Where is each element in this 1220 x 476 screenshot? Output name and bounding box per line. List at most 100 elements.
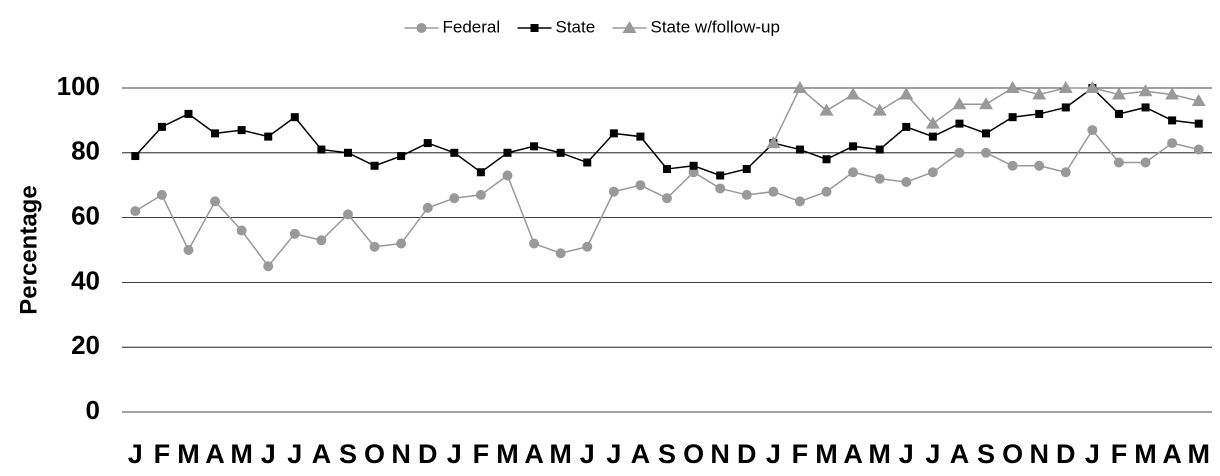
x-tick-label: F <box>473 439 490 469</box>
data-point <box>1085 81 1100 93</box>
data-point <box>263 261 274 272</box>
data-point <box>1138 84 1153 97</box>
data-point <box>609 129 618 138</box>
data-point <box>716 171 725 180</box>
x-tick-label: A <box>843 439 863 469</box>
x-tick-label: M <box>230 439 253 469</box>
legend-label: Federal <box>443 17 501 36</box>
data-point <box>768 186 779 197</box>
data-point <box>636 132 645 141</box>
data-point <box>1165 87 1180 100</box>
x-tick-label: S <box>339 439 357 469</box>
x-tick-label: D <box>1056 439 1076 469</box>
data-point <box>422 202 433 213</box>
data-point <box>555 248 566 259</box>
data-point <box>928 132 937 141</box>
data-point <box>210 196 221 207</box>
data-point <box>662 193 672 204</box>
data-point <box>741 189 752 200</box>
data-point <box>156 189 167 200</box>
x-tick-label: F <box>154 439 171 469</box>
data-point <box>475 189 486 200</box>
data-point <box>130 206 141 217</box>
data-point <box>157 122 166 131</box>
data-point <box>952 97 967 110</box>
x-tick-label: J <box>261 439 276 469</box>
x-tick-label: J <box>606 439 621 469</box>
data-point <box>529 238 540 249</box>
legend-marker <box>622 21 637 33</box>
x-tick-label: O <box>364 439 385 469</box>
x-tick-label: D <box>418 439 438 469</box>
x-tick-label: S <box>658 439 676 469</box>
data-point <box>423 139 432 148</box>
data-point <box>342 209 353 220</box>
data-point <box>184 109 193 118</box>
legend-label: State <box>556 17 596 36</box>
data-point <box>530 142 539 151</box>
y-tick-label: 0 <box>86 395 100 425</box>
data-point <box>503 148 512 157</box>
x-tick-label: A <box>205 439 225 469</box>
x-tick-label: J <box>287 439 302 469</box>
x-tick-label: D <box>737 439 757 469</box>
data-point <box>874 173 885 184</box>
data-point <box>1032 87 1047 100</box>
x-tick-label: S <box>977 439 995 469</box>
x-tick-label: F <box>1111 439 1128 469</box>
data-point <box>689 161 698 170</box>
data-point <box>1058 81 1073 93</box>
data-point <box>1193 144 1204 155</box>
data-point <box>872 103 887 116</box>
data-point <box>979 97 994 110</box>
data-point <box>1194 119 1203 128</box>
x-tick-label: J <box>580 439 595 469</box>
data-point <box>183 245 194 255</box>
data-point <box>1111 87 1126 100</box>
data-point <box>502 170 513 181</box>
data-point <box>237 126 246 135</box>
data-point <box>899 87 914 100</box>
data-point <box>901 176 912 187</box>
data-point <box>1191 93 1206 106</box>
y-tick-label: 60 <box>71 200 100 230</box>
x-tick-label: O <box>1002 439 1023 469</box>
x-tick-label: J <box>925 439 940 469</box>
x-tick-label: A <box>950 439 970 469</box>
data-point <box>1087 125 1098 136</box>
data-point <box>1141 103 1150 112</box>
x-tick-label: N <box>710 439 730 469</box>
x-tick-label: J <box>128 439 143 469</box>
x-tick-label: J <box>1085 439 1100 469</box>
data-point <box>236 225 247 236</box>
y-tick-label: 80 <box>71 136 100 166</box>
data-point <box>556 148 565 157</box>
data-point <box>1008 113 1017 122</box>
x-tick-label: M <box>496 439 519 469</box>
data-point <box>1140 157 1151 168</box>
data-point <box>848 167 859 178</box>
data-point <box>846 87 861 100</box>
data-point <box>211 129 220 138</box>
x-tick-label: M <box>549 439 572 469</box>
data-point <box>819 103 834 116</box>
x-tick-label: O <box>683 439 704 469</box>
data-point <box>742 165 751 173</box>
data-point <box>608 186 619 197</box>
data-point <box>264 132 273 141</box>
y-axis-label: Percentage <box>15 185 42 314</box>
data-point <box>663 165 671 173</box>
data-point <box>1005 81 1020 93</box>
data-point <box>476 168 485 177</box>
y-tick-label: 40 <box>71 265 100 295</box>
x-tick-label: N <box>391 439 411 469</box>
data-point <box>289 228 300 239</box>
x-tick-label: J <box>447 439 462 469</box>
data-point <box>316 235 327 246</box>
x-tick-label: M <box>815 439 838 469</box>
x-tick-label: F <box>792 439 809 469</box>
data-point <box>875 145 884 154</box>
data-point <box>982 129 991 138</box>
data-point <box>925 116 940 129</box>
